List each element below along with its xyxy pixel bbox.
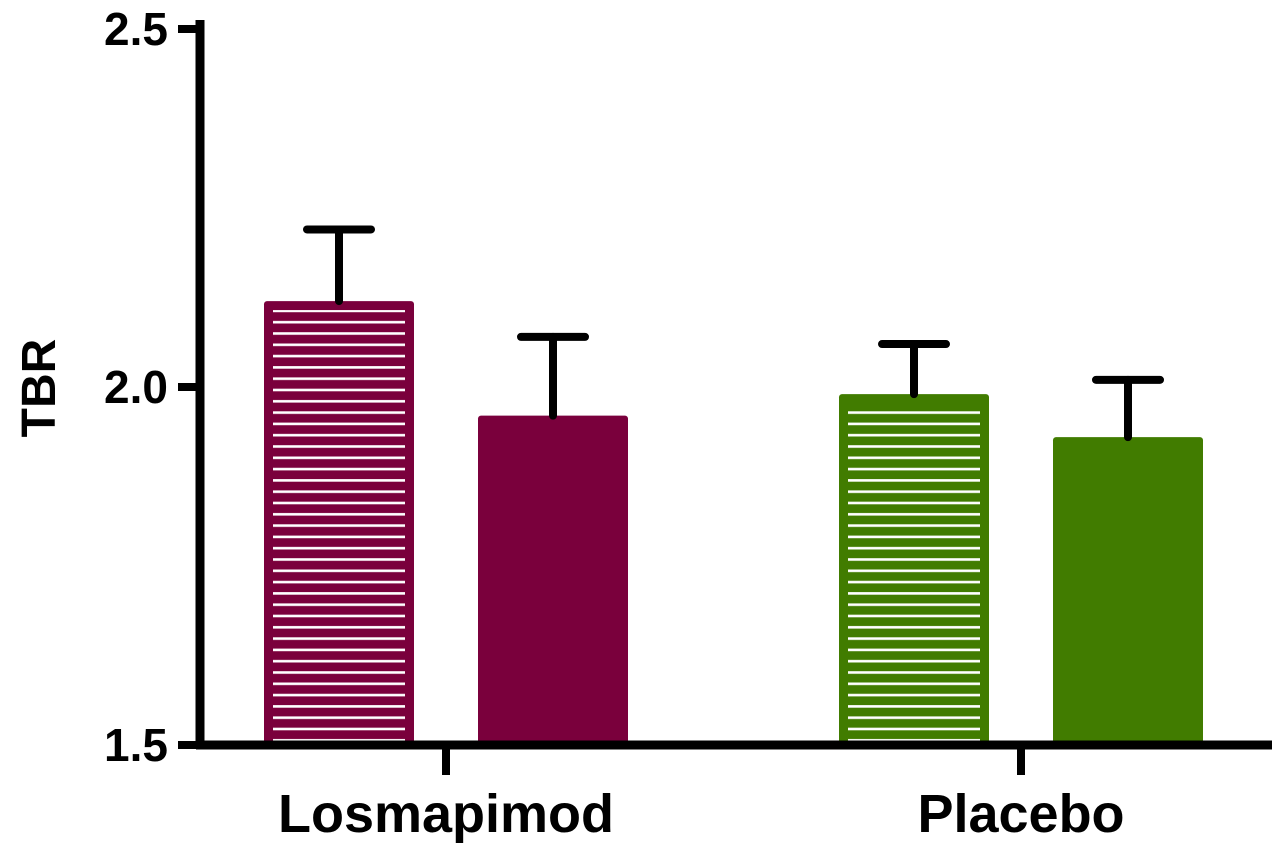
- bar-losmapimod-solid: [478, 415, 628, 745]
- bar-placebo-solid: [1053, 437, 1203, 745]
- y-tick-label: 1.5: [104, 719, 168, 771]
- category-label-losmapimod: Losmapimod: [278, 784, 614, 843]
- bar-placebo-striped: [848, 403, 980, 745]
- ticks-layer: 1.5 2.0 2.5 Losmapimod Placebo: [104, 3, 1125, 843]
- bar-losmapimod-striped: [273, 310, 405, 745]
- y-axis-title: TBR: [13, 339, 66, 438]
- y-tick-label: 2.0: [104, 361, 168, 413]
- bars-layer: [264, 225, 1203, 745]
- y-tick-label: 2.5: [104, 3, 168, 55]
- category-label-placebo: Placebo: [917, 784, 1124, 843]
